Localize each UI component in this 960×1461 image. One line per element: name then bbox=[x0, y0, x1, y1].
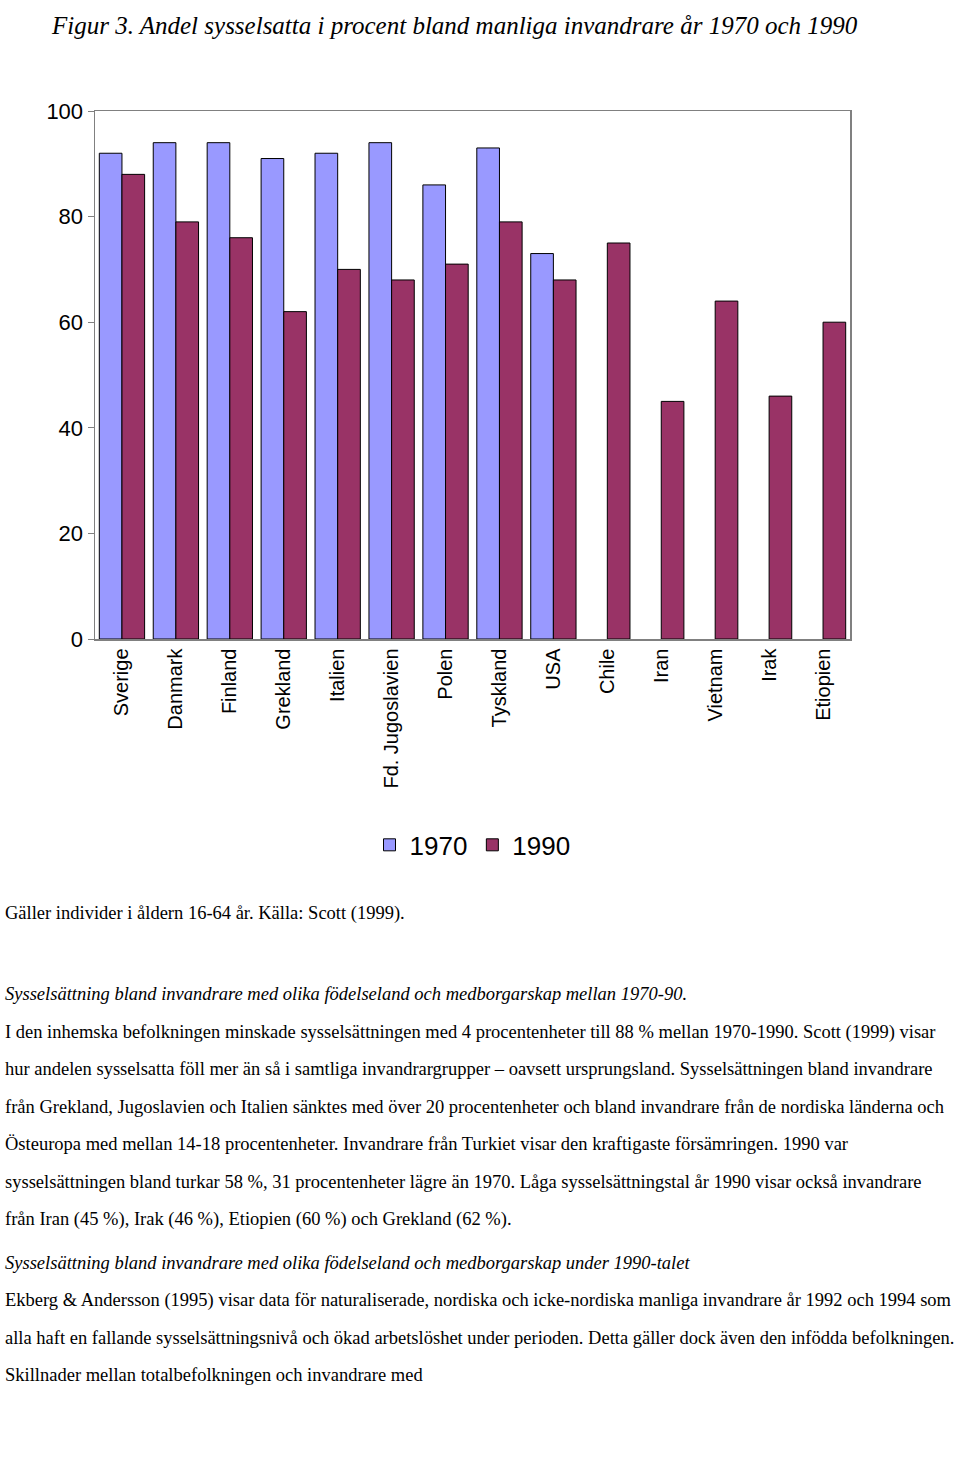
svg-text:Chile: Chile bbox=[596, 649, 618, 695]
svg-text:Italien: Italien bbox=[326, 649, 348, 702]
svg-text:USA: USA bbox=[542, 648, 564, 690]
svg-text:Iran: Iran bbox=[650, 649, 672, 683]
svg-text:Etiopien: Etiopien bbox=[812, 649, 834, 721]
svg-text:Vietnam: Vietnam bbox=[704, 649, 726, 722]
html-text:I den inhemska befolkningen mi: I den inhemska befolkningen minskade sys… bbox=[5, 1021, 944, 1229]
svg-text:Grekland: Grekland bbox=[272, 649, 294, 730]
html-text:Gäller individer i åldern 16-6: Gäller individer i åldern 16-64 år. Käll… bbox=[5, 903, 405, 923]
html-text:Sysselsättning bland invandrar: Sysselsättning bland invandrare med olik… bbox=[5, 1252, 690, 1273]
svg-text:100: 100 bbox=[46, 99, 83, 124]
html-text:Sysselsättning bland invandrar: Sysselsättning bland invandrare med olik… bbox=[5, 984, 687, 1004]
html-text:Ekberg & Andersson (1995) visa: Ekberg & Andersson (1995) visar data för… bbox=[5, 1290, 955, 1385]
svg-text:Irak: Irak bbox=[758, 648, 780, 682]
svg-text:Tyskland: Tyskland bbox=[488, 649, 510, 728]
svg-text:Danmark: Danmark bbox=[164, 648, 186, 730]
html-text:Figur 3. Andel sysselsatta i p: Figur 3. Andel sysselsatta i procent bla… bbox=[52, 12, 858, 39]
svg-text:Finland: Finland bbox=[218, 649, 240, 715]
svg-text:Polen: Polen bbox=[434, 649, 456, 700]
svg-text:80: 80 bbox=[59, 204, 83, 229]
svg-text:Sverige: Sverige bbox=[110, 649, 132, 717]
svg-text:1970: 1970 bbox=[410, 831, 468, 861]
svg-text:60: 60 bbox=[59, 310, 83, 335]
svg-text:0: 0 bbox=[71, 627, 83, 652]
svg-text:40: 40 bbox=[59, 416, 83, 441]
svg-text:20: 20 bbox=[59, 521, 83, 546]
svg-text:1990: 1990 bbox=[512, 831, 570, 861]
svg-text:Fd. Jugoslavien: Fd. Jugoslavien bbox=[380, 649, 402, 789]
